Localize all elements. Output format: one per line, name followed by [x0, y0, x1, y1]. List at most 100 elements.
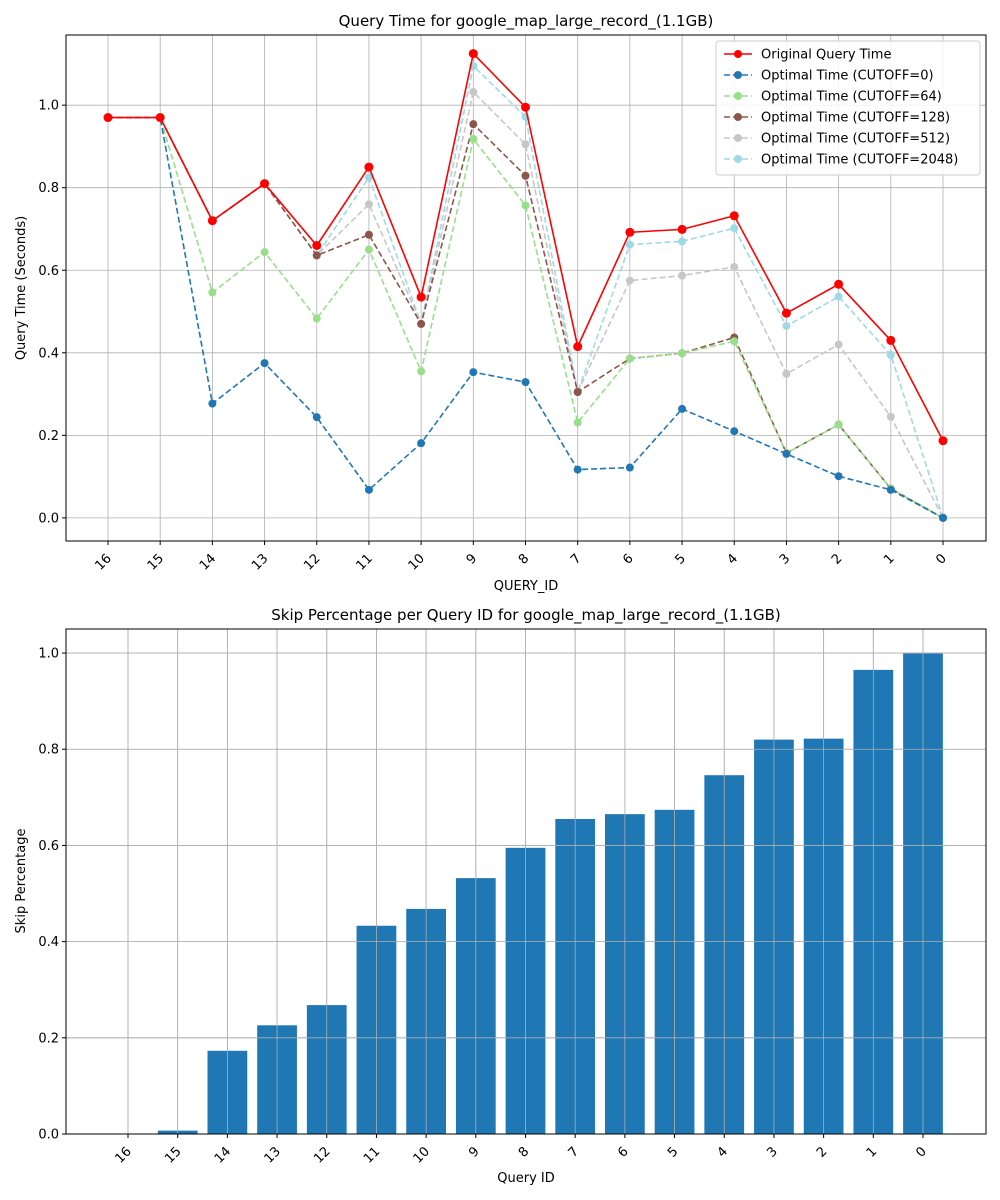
- data-point: [469, 120, 478, 129]
- data-point: [417, 439, 426, 448]
- x-tick-label: 12: [301, 551, 323, 573]
- legend-label: Optimal Time (CUTOFF=0): [761, 69, 934, 84]
- data-point: [678, 271, 687, 280]
- x-tick-label: 8: [516, 1144, 532, 1160]
- data-point: [417, 367, 426, 376]
- data-point: [730, 224, 739, 233]
- data-point: [312, 240, 322, 250]
- x-tick-label: 9: [464, 551, 480, 567]
- data-point: [886, 412, 895, 421]
- x-tick-label: 4: [725, 551, 741, 567]
- line-chart-y-ticks: 0.0 0.2 0.4 0.6 0.8 1.0: [38, 99, 66, 526]
- legend-swatch-marker: [734, 92, 742, 100]
- x-tick-label: 7: [566, 1144, 582, 1160]
- data-point: [678, 349, 687, 358]
- bar-chart-x-label: Query ID: [497, 1171, 554, 1186]
- data-point: [103, 113, 113, 123]
- x-tick-label: 10: [411, 1144, 433, 1166]
- data-point: [678, 404, 687, 413]
- data-point: [782, 321, 791, 330]
- x-tick-label: 7: [568, 551, 584, 567]
- series-0: [103, 49, 948, 446]
- legend-swatch-marker: [734, 155, 742, 163]
- data-point: [312, 251, 321, 260]
- x-tick-label: 6: [620, 551, 636, 567]
- data-point: [938, 436, 948, 446]
- data-point: [886, 335, 896, 345]
- data-point: [469, 368, 478, 377]
- x-tick-label: 16: [93, 551, 115, 573]
- x-tick-label: 12: [311, 1144, 333, 1166]
- data-point: [573, 388, 582, 397]
- data-point: [625, 240, 634, 249]
- data-point: [364, 200, 373, 209]
- legend-label: Original Query Time: [761, 48, 891, 63]
- x-tick-label: 6: [615, 1144, 631, 1160]
- data-point: [834, 292, 843, 301]
- data-point: [207, 216, 217, 226]
- data-point: [782, 449, 791, 458]
- data-point: [416, 292, 426, 302]
- data-point: [573, 418, 582, 427]
- bar-chart-y-ticks: 0.0 0.2 0.4 0.6 0.8 1.0: [38, 647, 66, 1143]
- legend-swatch-marker: [734, 134, 742, 142]
- x-tick-label: 5: [665, 1144, 681, 1160]
- data-point: [730, 337, 739, 346]
- data-point: [208, 288, 217, 297]
- data-point: [625, 276, 634, 285]
- x-tick-label: 13: [249, 551, 271, 573]
- legend-swatch-marker: [734, 71, 742, 79]
- data-point: [939, 513, 947, 522]
- line-chart-x-label: QUERY_ID: [494, 579, 558, 594]
- line-chart: Query Time for google_map_large_record_(…: [14, 12, 987, 594]
- legend-label: Optimal Time (CUTOFF=128): [761, 111, 950, 126]
- data-point: [155, 113, 165, 123]
- data-point: [678, 237, 687, 246]
- bar-chart-title: Skip Percentage per Query ID for google_…: [271, 606, 781, 625]
- data-point: [312, 314, 321, 323]
- line-chart-title: Query Time for google_map_large_record_(…: [339, 12, 714, 31]
- x-tick-label: 14: [212, 1144, 234, 1166]
- line-chart-y-label: Query Time (Seconds): [14, 216, 29, 360]
- legend-box: [715, 40, 981, 176]
- data-point: [208, 399, 217, 408]
- data-point: [677, 224, 687, 234]
- legend-label: Optimal Time (CUTOFF=2048): [761, 153, 958, 168]
- x-tick-label: 10: [406, 551, 428, 573]
- legend-label: Optimal Time (CUTOFF=64): [761, 90, 942, 105]
- bar-chart-x-ticks: 16 15 14 13 12 11 10 9 8 7 6 5 4 3 2 1 0: [113, 1134, 930, 1167]
- x-tick-label: 3: [764, 1144, 780, 1160]
- data-point: [886, 485, 895, 494]
- y-tick-label: 0.8: [38, 181, 59, 196]
- bar-chart: Skip Percentage per Query ID for google_…: [14, 606, 987, 1186]
- x-tick-label: 11: [361, 1144, 383, 1166]
- x-tick-label: 4: [715, 1144, 731, 1160]
- series-line: [108, 116, 944, 519]
- x-tick-label: 2: [829, 551, 845, 567]
- x-tick-label: 5: [672, 551, 688, 567]
- y-tick-label: 0.2: [38, 429, 59, 444]
- line-chart-series: [103, 49, 948, 522]
- y-tick-label: 1.0: [38, 99, 59, 114]
- y-tick-label: 0.2: [38, 1031, 59, 1046]
- y-tick-label: 0.4: [38, 935, 59, 950]
- data-point: [364, 485, 373, 494]
- data-point: [364, 245, 373, 254]
- data-point: [886, 350, 895, 359]
- x-tick-label: 2: [814, 1144, 830, 1160]
- y-tick-label: 0.6: [38, 264, 59, 279]
- x-tick-label: 0: [913, 1144, 929, 1160]
- y-tick-label: 1.0: [38, 647, 59, 662]
- x-tick-label: 14: [197, 551, 219, 573]
- data-point: [469, 87, 478, 96]
- data-point: [834, 472, 843, 481]
- data-point: [781, 308, 791, 318]
- y-tick-label: 0.8: [38, 743, 59, 758]
- legend-swatch-marker: [734, 50, 742, 58]
- data-point: [834, 420, 843, 429]
- data-point: [625, 227, 635, 237]
- data-point: [730, 262, 739, 271]
- data-point: [260, 359, 269, 368]
- x-tick-label: 11: [353, 551, 375, 573]
- data-point: [469, 135, 478, 144]
